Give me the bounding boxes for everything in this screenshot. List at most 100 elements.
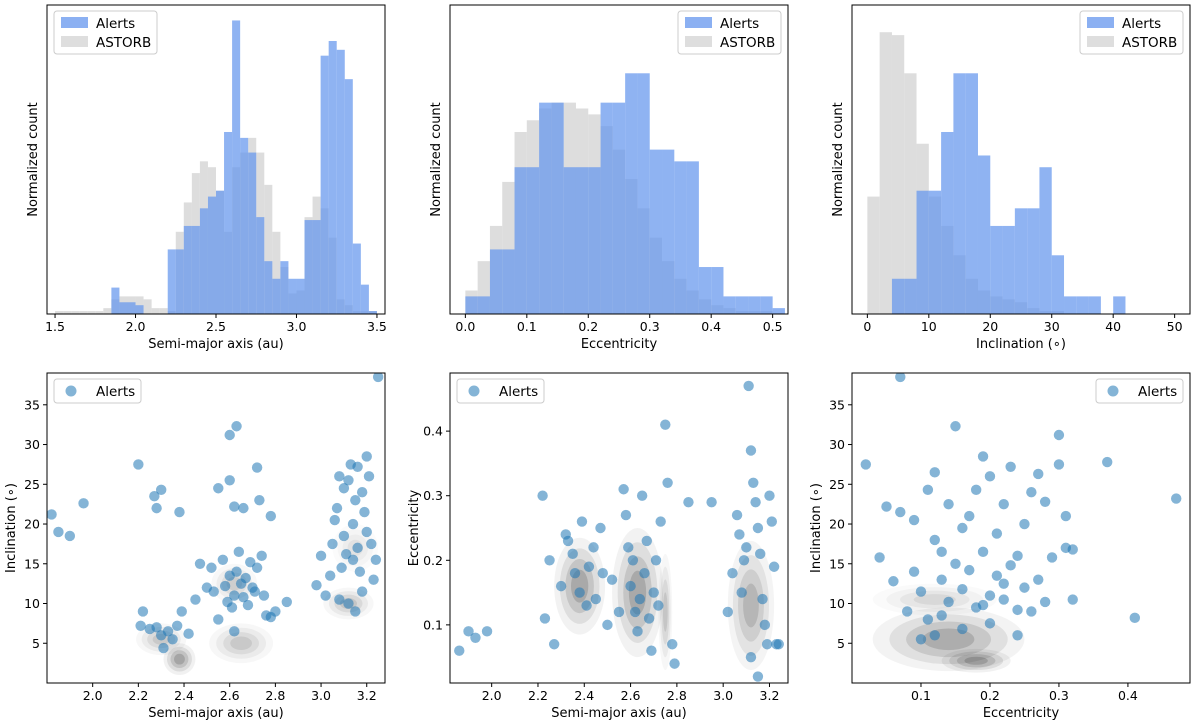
bar-alerts (625, 73, 638, 314)
bar-astorb (135, 296, 144, 314)
point-alert (217, 554, 229, 565)
bar-astorb (264, 184, 273, 314)
y-tick-label: 0.4 (423, 424, 443, 439)
point-alert (537, 490, 548, 501)
point-alert (929, 467, 940, 478)
legend-marker-alerts (1107, 385, 1119, 397)
y-axis-label: Inclination (∘) (809, 483, 824, 573)
bar-alerts (1027, 208, 1040, 314)
x-axis-label: Semi-major axis (au) (148, 337, 283, 352)
legend-label-alerts: Alerts (96, 384, 135, 400)
density-blob (956, 654, 996, 668)
point-alert (991, 528, 1003, 539)
bar-alerts (368, 311, 377, 314)
point-alert (194, 558, 206, 569)
bar-astorb (63, 311, 72, 314)
point-alert (998, 594, 1009, 605)
bar-alerts (272, 278, 281, 314)
bar-alerts (135, 305, 144, 314)
bar-alerts (465, 296, 478, 314)
point-alert (1067, 594, 1078, 605)
x-tick-label: 0.1 (911, 688, 931, 703)
point-alert (957, 623, 968, 635)
density-blob (941, 648, 1011, 673)
bar-alerts (575, 167, 589, 314)
density-blob (964, 656, 988, 665)
y-tick-label: 35 (829, 397, 845, 412)
bar-alerts (649, 149, 663, 314)
bar-astorb (891, 35, 905, 314)
x-tick-label: 2.6 (621, 688, 641, 703)
point-alert (1033, 574, 1044, 585)
x-tick-label: 2.0 (126, 319, 146, 334)
bar-alerts (183, 225, 192, 314)
point-alert (627, 555, 639, 566)
x-tick-label: 2.2 (528, 688, 548, 703)
point-alert (667, 639, 678, 650)
legend: Alerts (1095, 378, 1184, 404)
density-blob (554, 537, 606, 635)
y-tick-label: 20 (829, 517, 845, 532)
point-alert (324, 570, 336, 581)
subplot-1: 1.5 2.0 2.5 3.0 3.5 Semi-major axis (au) Norma… (26, 4, 387, 352)
point-alert (922, 484, 934, 496)
point-alert (1060, 510, 1072, 522)
point-alert (336, 562, 347, 573)
bar-alerts (674, 161, 687, 314)
point-alert (363, 471, 375, 482)
point-alert (1046, 552, 1058, 563)
point-alert (265, 510, 277, 522)
point-alert (463, 626, 474, 637)
x-tick-label: 2.5 (206, 319, 226, 334)
x-tick-label: 2.8 (265, 688, 285, 703)
bar-alerts (191, 225, 200, 314)
density-blob (906, 621, 992, 658)
bar-alerts (248, 152, 257, 314)
point-alert (1129, 612, 1141, 624)
point-alert (251, 562, 263, 573)
point-alert (231, 566, 242, 577)
point-alert (361, 451, 372, 462)
bar-alerts (990, 225, 1003, 314)
bar-alerts (256, 217, 265, 314)
bar-alerts (296, 278, 305, 314)
y-axis-label: Normalized count (429, 102, 444, 217)
point-alert (583, 561, 595, 572)
point-alert (618, 484, 629, 495)
x-axis-label: Semi-major axis (au) (551, 706, 686, 721)
bar-alerts (953, 73, 966, 314)
point-alert (630, 606, 641, 618)
point-alert (757, 593, 768, 605)
point-alert (368, 574, 379, 585)
density-blob (743, 583, 759, 628)
point-alert (53, 526, 64, 538)
point-alert (329, 514, 340, 526)
legend: Alerts (53, 378, 142, 404)
point-alert (334, 471, 345, 482)
density-blob (661, 579, 670, 645)
point-alert (1033, 468, 1044, 480)
x-tick-label: 2.6 (220, 688, 240, 703)
bar-astorb (879, 32, 892, 314)
bar-alerts (723, 296, 736, 314)
point-alert (231, 421, 242, 432)
bar-alerts (941, 131, 954, 314)
point-alert (648, 587, 659, 598)
point-alert (555, 580, 567, 592)
y-tick-label: 0.3 (423, 488, 443, 503)
point-alert (47, 509, 57, 520)
point-alert (315, 550, 327, 562)
subplot-6: 0.1 0.2 0.3 0.4 5 10 15 20 25 30 35 Eccentricity Inc… (809, 372, 1191, 721)
bar-alerts (1113, 296, 1126, 314)
density-blob (949, 651, 1004, 671)
point-alert (936, 610, 947, 621)
bar-astorb (71, 311, 80, 314)
bar-alerts (928, 190, 942, 314)
density-blob (230, 636, 252, 651)
point-alert (569, 568, 581, 579)
point-alert (1102, 456, 1113, 468)
point-alert (984, 471, 996, 482)
point-alert (190, 594, 201, 605)
x-tick-label: 2.4 (174, 688, 194, 703)
bar-alerts (207, 196, 216, 314)
